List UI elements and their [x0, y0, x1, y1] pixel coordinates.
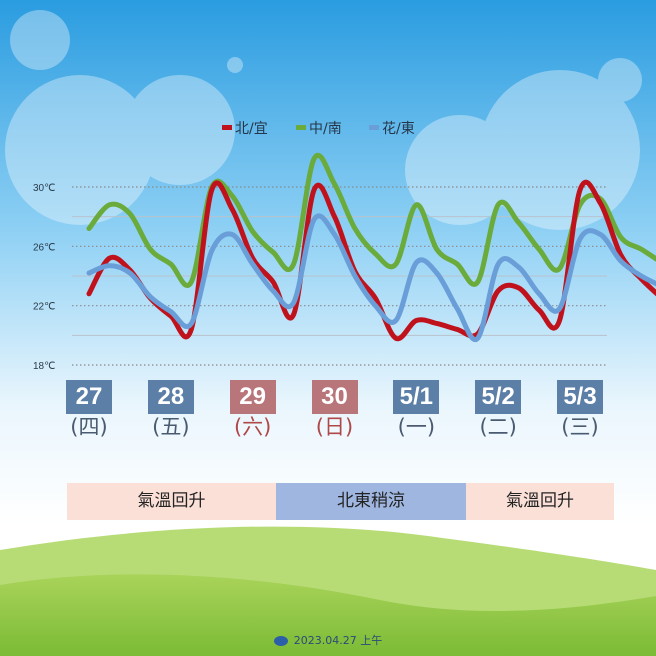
- hill-front: [0, 574, 656, 656]
- y-tick-label: 22℃: [33, 302, 55, 313]
- series-line-1: [86, 152, 656, 288]
- day-weekday: (四): [70, 415, 108, 439]
- legend-label: 北/宜: [235, 121, 268, 137]
- day-weekday: (日): [315, 415, 354, 439]
- day-date: 28: [147, 380, 194, 414]
- day-weekday: (五): [152, 415, 190, 439]
- day-date: 29: [229, 380, 276, 414]
- series-lines: [86, 152, 656, 343]
- series-line-2: [86, 213, 656, 343]
- y-tick-label: 30℃: [33, 183, 55, 194]
- forecast-band: 氣溫回升: [67, 483, 276, 520]
- y-tick-label: 18℃: [33, 361, 55, 372]
- day-weekday: (三): [561, 415, 599, 439]
- footer-date: 2023.04.27 上午: [293, 634, 383, 647]
- day-weekday: (一): [397, 415, 436, 439]
- legend-label: 花/東: [382, 121, 415, 137]
- legend-swatch: [296, 125, 306, 130]
- cwb-logo-icon: [273, 636, 288, 646]
- y-tick-label: 26℃: [33, 242, 55, 253]
- legend-swatch: [222, 125, 232, 130]
- forecast-band: 北東稍涼: [276, 483, 466, 520]
- forecast-band: 氣溫回升: [466, 483, 614, 520]
- legend-swatch: [369, 125, 379, 130]
- legend-label: 中/南: [309, 121, 342, 137]
- day-date: 5/3: [557, 380, 603, 414]
- footer: 2023.04.27 上午: [0, 632, 656, 648]
- legend: 北/宜 中/南 花/東: [222, 121, 415, 137]
- day-date: 5/2: [475, 380, 522, 414]
- day-date: 30: [311, 380, 358, 414]
- day-date: 27: [66, 380, 112, 414]
- day-weekday: (二): [479, 415, 517, 439]
- day-weekday: (六): [233, 415, 272, 439]
- day-date: 5/1: [393, 380, 440, 414]
- y-axis-ticks: 30℃ 26℃ 22℃ 18℃: [33, 183, 55, 372]
